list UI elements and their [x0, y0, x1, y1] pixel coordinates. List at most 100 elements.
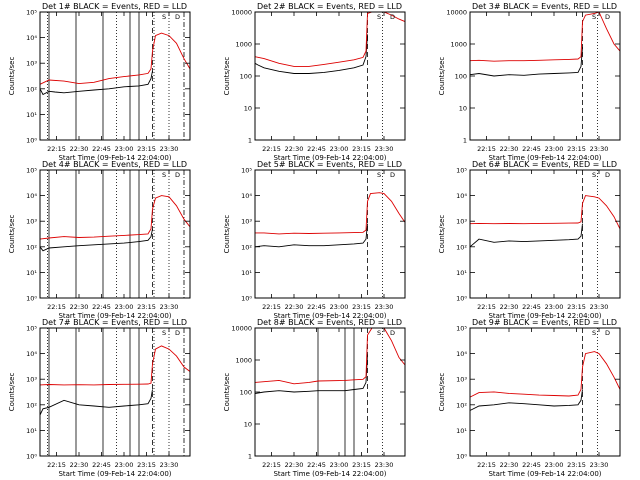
plot-frame	[254, 169, 406, 299]
plot-frame	[39, 11, 191, 141]
x-axis-label: Start Time (09-Feb-14 22:04:00)	[58, 154, 171, 162]
lld-series-line	[39, 345, 191, 386]
panel-title: Det 2# BLACK = Events, RED = LLD	[257, 2, 402, 11]
plot-frame	[469, 327, 621, 457]
marker-letter: S	[592, 329, 596, 337]
x-tick-label: 23:30	[590, 461, 609, 469]
y-tick-label: 100	[455, 73, 467, 81]
y-tick-label: 10⁵	[26, 9, 37, 17]
panel-det-1: 22:15 22:30 22:45 23:00 23:15 23:30 10⁰ 10¹ 10² 1…	[8, 2, 191, 162]
panel-title: Det 1# BLACK = Events, RED = LLD	[42, 2, 187, 11]
marker-letter: D	[605, 329, 610, 337]
lld-series-line	[469, 351, 621, 398]
x-tick-label: 23:15	[352, 461, 371, 469]
y-tick-label: 10⁰	[456, 295, 467, 303]
y-tick-label: 10¹	[241, 269, 252, 277]
y-tick-label: 1	[248, 137, 252, 145]
y-tick-label: 10	[459, 105, 467, 113]
y-tick-label: 10⁰	[26, 137, 37, 145]
y-tick-label: 10²	[26, 85, 37, 93]
x-tick-label: 23:30	[590, 145, 609, 153]
plot-frame	[469, 169, 621, 299]
y-tick-label: 10⁰	[456, 453, 467, 461]
y-tick-label: 10	[244, 421, 252, 429]
x-tick-label: 23:15	[352, 145, 371, 153]
y-tick-label: 10¹	[26, 269, 37, 277]
y-tick-label: 10²	[456, 243, 467, 251]
y-tick-label: 10⁴	[26, 34, 37, 42]
marker-letter: D	[175, 171, 180, 179]
y-axis-label: Counts/sec	[438, 373, 446, 412]
x-tick-label: 23:30	[160, 145, 179, 153]
y-tick-label: 10¹	[26, 111, 37, 119]
x-tick-label: 22:45	[92, 303, 111, 311]
events-series-line	[39, 228, 153, 252]
marker-letter: D	[390, 13, 395, 21]
y-axis-label: Counts/sec	[438, 57, 446, 96]
x-axis-label: Start Time (09-Feb-14 22:04:00)	[273, 470, 386, 478]
panel-title: Det 9# BLACK = Events, RED = LLD	[472, 318, 617, 327]
y-tick-label: 1000	[235, 357, 252, 365]
panel-title: Det 7# BLACK = Events, RED = LLD	[42, 318, 187, 327]
x-tick-label: 23:00	[545, 145, 564, 153]
panel-det-3: 22:15 22:30 22:45 23:00 23:15 23:30 1 10 100 1000…	[438, 2, 621, 162]
panel-det-5: 22:15 22:30 22:45 23:00 23:15 23:30 10⁰ 10¹ 10² 1…	[223, 160, 406, 320]
marker-letter: S	[162, 13, 166, 21]
y-tick-label: 100	[240, 389, 252, 397]
panel-det-7: 22:15 22:30 22:45 23:00 23:15 23:30 10⁰ 10¹ 10² 1…	[8, 318, 191, 478]
x-tick-label: 23:15	[567, 461, 586, 469]
y-tick-label: 10²	[456, 401, 467, 409]
x-tick-label: 22:15	[47, 303, 66, 311]
y-tick-label: 10³	[26, 376, 37, 384]
x-tick-label: 23:30	[160, 303, 179, 311]
x-axis-label: Start Time (09-Feb-14 22:04:00)	[488, 470, 601, 478]
x-tick-label: 23:00	[545, 303, 564, 311]
x-tick-label: 22:45	[522, 461, 541, 469]
panel-title: Det 5# BLACK = Events, RED = LLD	[257, 160, 402, 169]
plot-frame	[39, 169, 191, 299]
y-axis-label: Counts/sec	[223, 215, 231, 254]
x-tick-label: 23:30	[160, 461, 179, 469]
x-tick-label: 23:00	[115, 461, 134, 469]
x-tick-label: 22:15	[262, 461, 281, 469]
marker-letter: D	[390, 171, 395, 179]
marker-letter: S	[592, 171, 596, 179]
x-tick-label: 22:15	[262, 303, 281, 311]
y-tick-label: 10³	[456, 376, 467, 384]
y-tick-label: 10⁵	[456, 167, 467, 175]
x-tick-label: 23:00	[115, 145, 134, 153]
y-tick-label: 10⁴	[26, 350, 37, 358]
panel-title: Det 8# BLACK = Events, RED = LLD	[257, 318, 402, 327]
y-tick-label: 1000	[450, 41, 467, 49]
events-series-line	[254, 354, 368, 394]
y-tick-label: 100	[240, 73, 252, 81]
y-tick-label: 10⁴	[456, 192, 467, 200]
y-tick-label: 10¹	[26, 427, 37, 435]
panel-det-9: 22:15 22:30 22:45 23:00 23:15 23:30 10⁰ 10¹ 10² 1…	[438, 318, 621, 478]
panel-det-6: 22:15 22:30 22:45 23:00 23:15 23:30 10⁰ 10¹ 10² 1…	[438, 160, 621, 320]
y-axis-label: Counts/sec	[438, 215, 446, 254]
y-tick-label: 1000	[235, 41, 252, 49]
y-axis-label: Counts/sec	[223, 373, 231, 412]
x-axis-label: Start Time (09-Feb-14 22:04:00)	[273, 154, 386, 162]
x-tick-label: 23:00	[330, 145, 349, 153]
y-tick-label: 10⁴	[241, 192, 252, 200]
lld-series-line	[254, 11, 406, 67]
x-axis-label: Start Time (09-Feb-14 22:04:00)	[273, 312, 386, 320]
x-tick-label: 23:00	[330, 461, 349, 469]
marker-letter: D	[390, 329, 395, 337]
x-tick-label: 22:45	[522, 145, 541, 153]
x-tick-label: 23:30	[375, 145, 394, 153]
x-tick-label: 22:30	[70, 145, 89, 153]
panel-det-2: 22:15 22:30 22:45 23:00 23:15 23:30 1 10 100 1000…	[223, 2, 406, 162]
y-tick-label: 10⁵	[26, 167, 37, 175]
y-axis-label: Counts/sec	[8, 215, 16, 254]
marker-letter: S	[162, 171, 166, 179]
lld-series-line	[469, 11, 621, 62]
y-tick-label: 10¹	[456, 427, 467, 435]
y-axis-label: Counts/sec	[8, 373, 16, 412]
x-tick-label: 23:15	[137, 303, 156, 311]
x-tick-label: 22:45	[92, 145, 111, 153]
y-tick-label: 10²	[26, 401, 37, 409]
